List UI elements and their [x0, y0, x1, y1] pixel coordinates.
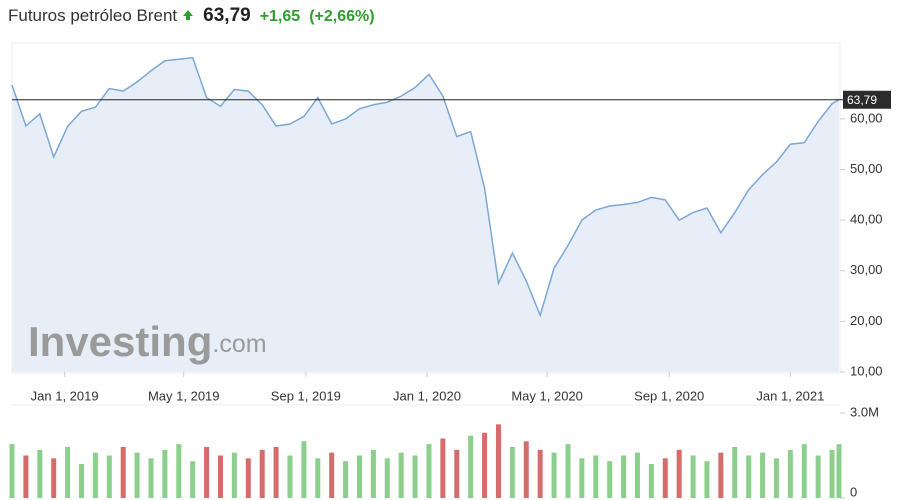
- last-price-box: [843, 90, 891, 109]
- volume-bar: [593, 455, 599, 498]
- volume-bar: [92, 452, 98, 498]
- watermark: Investing.com: [28, 318, 267, 365]
- volume-bar: [718, 452, 724, 498]
- volume-bar: [454, 449, 460, 498]
- volume-bar: [579, 458, 585, 498]
- x-tick-label: Sep 1, 2019: [271, 388, 341, 403]
- y-tick-label: 20,00: [850, 313, 883, 328]
- volume-bar: [690, 455, 696, 498]
- header: Futuros petróleo Brent 63,79 +1,65 (+2,6…: [8, 5, 375, 27]
- volume-bar: [37, 449, 43, 498]
- volume-bar: [760, 452, 766, 498]
- volume-bar: [746, 455, 752, 498]
- volume-bar: [245, 458, 251, 498]
- volume-bar: [607, 461, 613, 498]
- volume-bar: [440, 438, 446, 498]
- volume-bar: [51, 458, 57, 498]
- volume-bar: [301, 441, 307, 498]
- volume-bar: [648, 464, 654, 498]
- y-tick-label: 40,00: [850, 212, 883, 227]
- volume-bar: [426, 444, 432, 498]
- volume-bar: [120, 447, 126, 498]
- volume-bar: [259, 449, 265, 498]
- last-price-label: 63,79: [847, 93, 877, 107]
- volume-bar: [65, 447, 71, 498]
- x-tick-label: May 1, 2020: [511, 388, 583, 403]
- volume-bar: [704, 461, 710, 498]
- volume-bar: [398, 452, 404, 498]
- volume-bar: [482, 432, 488, 498]
- volume-bar: [509, 447, 515, 498]
- volume-bar: [523, 441, 529, 498]
- volume-bar: [621, 455, 627, 498]
- y-tick-label: 50,00: [850, 161, 883, 176]
- volume-bar: [190, 461, 196, 498]
- volume-bar: [836, 444, 842, 498]
- volume-bar: [801, 444, 807, 498]
- volume-bar: [634, 452, 640, 498]
- x-tick-label: May 1, 2019: [148, 388, 220, 403]
- instrument-name: Futuros petróleo Brent: [8, 6, 178, 25]
- volume-bar: [537, 449, 543, 498]
- volume-bar: [329, 452, 335, 498]
- volume-bar: [343, 461, 349, 498]
- volume-bar: [815, 455, 821, 498]
- volume-bar: [9, 444, 15, 498]
- volume-bar: [356, 455, 362, 498]
- volume-bar: [565, 444, 571, 498]
- x-tick-label: Sep 1, 2020: [634, 388, 704, 403]
- watermark-brand: Investing: [28, 318, 212, 365]
- volume-bar: [78, 464, 84, 498]
- y-tick-label: 3.0M: [850, 404, 879, 419]
- price: 63,79: [203, 5, 251, 26]
- volume-bar: [217, 455, 223, 498]
- volume-bar: [773, 458, 779, 498]
- y-tick-label: 0: [850, 484, 857, 499]
- volume-bar: [273, 447, 279, 498]
- volume-bar: [162, 449, 168, 498]
- volume-bar: [204, 447, 210, 498]
- x-tick-label: Jan 1, 2019: [31, 388, 99, 403]
- volume-bar: [384, 458, 390, 498]
- volume-bar: [148, 458, 154, 498]
- y-tick-label: 10,00: [850, 363, 883, 378]
- volume-bar: [134, 452, 140, 498]
- volume-bar: [495, 424, 501, 498]
- volume-bar: [370, 449, 376, 498]
- change: +1,65: [259, 8, 301, 25]
- volume-bar: [23, 455, 29, 498]
- volume-bar: [787, 449, 793, 498]
- up-arrow: [183, 10, 194, 20]
- y-tick-label: 30,00: [850, 262, 883, 277]
- price-line: [11, 56, 840, 318]
- y-tick-label: 60,00: [850, 110, 883, 125]
- x-tick-label: Jan 1, 2020: [393, 388, 461, 403]
- volume-bar: [468, 435, 474, 498]
- watermark-suffix: .com: [212, 330, 266, 358]
- volume-bar: [412, 455, 418, 498]
- volume-bar: [231, 452, 237, 498]
- volume-bar: [732, 447, 738, 498]
- area: [12, 57, 839, 372]
- volume-bar: [106, 455, 112, 498]
- volume-bar: [287, 455, 293, 498]
- volume-bar: [315, 458, 321, 498]
- volume-bar: [662, 458, 668, 498]
- volume-bar: [676, 449, 682, 498]
- volume-bar: [551, 452, 557, 498]
- x-tick-label: Jan 1, 2021: [756, 388, 824, 403]
- volume-bar: [829, 449, 835, 498]
- volume-bar: [176, 444, 182, 498]
- change-percent: (+2,66%): [309, 8, 375, 25]
